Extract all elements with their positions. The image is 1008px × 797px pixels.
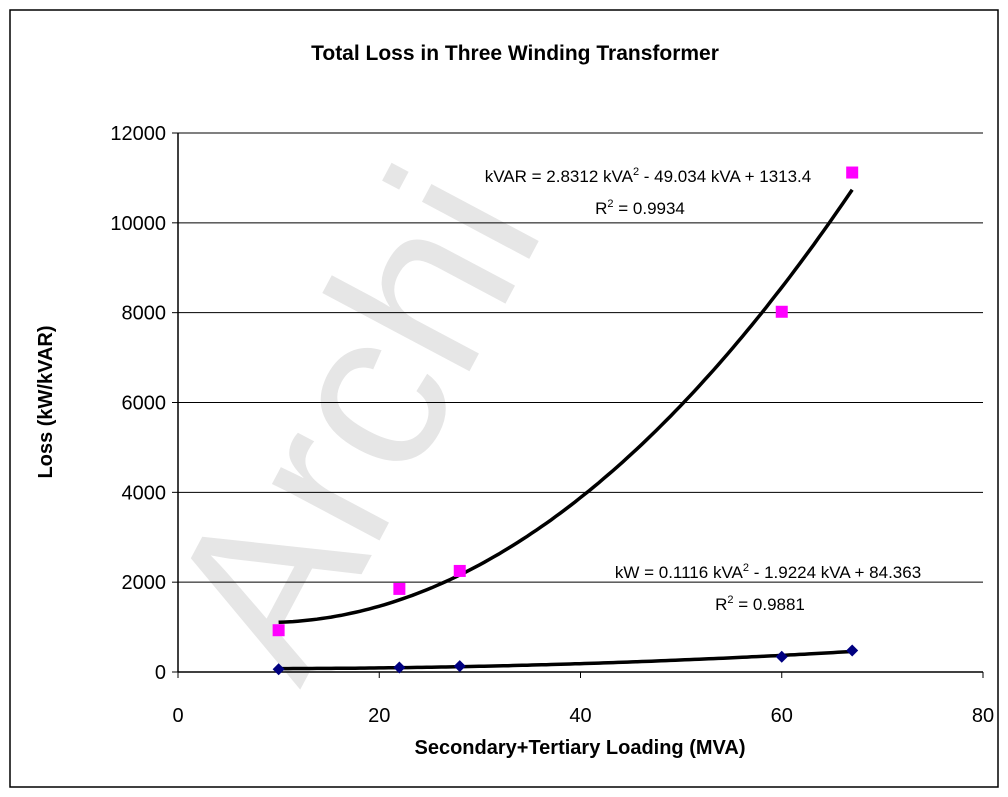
trendline-equation: kW = 0.1116 kVA2 - 1.9224 kVA + 84.363 [615, 562, 921, 582]
marker [453, 564, 466, 577]
x-tick-label: 0 [172, 705, 183, 727]
superscript: 2 [727, 594, 733, 606]
x-tick-label: 80 [972, 705, 994, 727]
y-tick-label: 12000 [110, 123, 166, 145]
label-part: R [595, 199, 607, 218]
marker [775, 650, 788, 663]
label-part: - 49.034 kVA + 1313.4 [639, 167, 811, 186]
x-tick-label: 60 [771, 705, 793, 727]
marker [272, 663, 285, 676]
label-part: kVAR = 2.8312 kVA [485, 167, 634, 186]
label-part: - 1.9224 kVA + 84.363 [749, 563, 921, 582]
marker [775, 305, 788, 318]
label-part: = 0.9934 [614, 199, 685, 218]
marker [453, 660, 466, 673]
marker [272, 624, 285, 637]
x-tick-label: 40 [569, 705, 591, 727]
y-tick-label: 8000 [122, 303, 167, 325]
trendline [278, 649, 853, 671]
y-tick-label: 2000 [122, 572, 167, 594]
trendline-r2: R2 = 0.9881 [715, 594, 805, 614]
x-tick-label: 20 [368, 705, 390, 727]
chart-title: Total Loss in Three Winding Transformer [311, 42, 719, 65]
superscript: 2 [633, 166, 639, 178]
superscript: 2 [743, 562, 749, 574]
trendline-equation: kVAR = 2.8312 kVA2 - 49.034 kVA + 1313.4 [485, 166, 812, 186]
label-part: kW = 0.1116 kVA [615, 563, 744, 582]
chart-border [9, 9, 999, 788]
label-part: R [715, 595, 727, 614]
y-tick-label: 10000 [110, 213, 166, 235]
marker [393, 582, 406, 595]
marker [393, 661, 406, 674]
y-tick-label: 4000 [122, 482, 167, 504]
marker [846, 644, 859, 657]
y-axis-label: Loss (kW/kVAR) [35, 326, 57, 479]
marker [846, 166, 859, 179]
x-axis-label: Secondary+Tertiary Loading (MVA) [415, 737, 746, 759]
superscript: 2 [607, 198, 613, 210]
trendline-r2: R2 = 0.9934 [595, 198, 685, 218]
y-tick-label: 0 [155, 662, 166, 684]
y-tick-label: 6000 [122, 393, 167, 415]
trendline [278, 188, 854, 625]
label-part: = 0.9881 [734, 595, 805, 614]
